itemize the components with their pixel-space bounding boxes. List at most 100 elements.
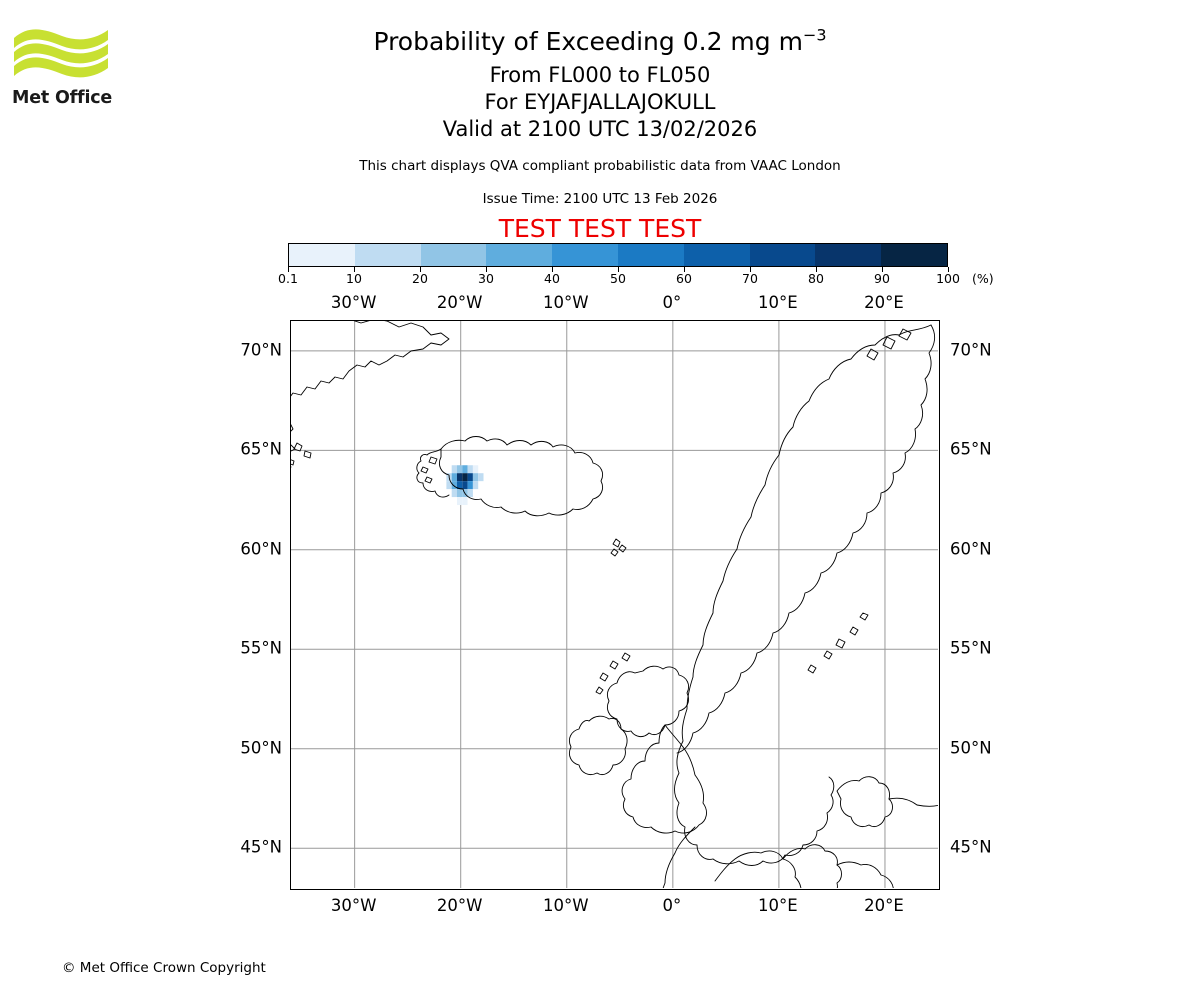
colorbar-tick-label-10: 10 (346, 271, 362, 286)
denmark-coastline (836, 776, 893, 828)
colorbar-segment-0 (289, 244, 355, 266)
valid-time: Valid at 2100 UTC 13/02/2026 (442, 117, 758, 141)
colorbar-tick-80 (816, 267, 817, 272)
faroe-islands (610, 538, 627, 557)
test-banner: TEST TEST TEST (498, 214, 702, 243)
iceland-coastline (438, 436, 604, 517)
colorbar-tick-10 (354, 267, 355, 272)
colorbar-tick-label-90: 90 (874, 271, 890, 286)
colorbar-segment-5 (617, 244, 684, 266)
germany-border (836, 861, 894, 888)
probability-cell (462, 473, 468, 482)
lat-label-left-50°N: 50°N (240, 738, 282, 758)
baltic-south-coast (888, 797, 938, 807)
probability-cell (467, 473, 473, 482)
colorbar-segment-7 (749, 244, 816, 266)
coastlines-layer (291, 321, 938, 888)
lat-label-left-70°N: 70°N (240, 340, 282, 360)
sweden-finland-border (676, 324, 936, 754)
colorbar-segment-2 (420, 244, 487, 266)
lat-label-right-70°N: 70°N (950, 340, 992, 360)
england-wales-coastline (621, 724, 707, 834)
lat-label-right-45°N: 45°N (950, 837, 992, 857)
colorbar-segment-8 (815, 244, 882, 266)
colorbar-segment-9 (881, 244, 947, 266)
norwegian-coastal-islands (807, 612, 869, 674)
probability-cell (456, 481, 463, 490)
colorbar-tick-30 (486, 267, 487, 272)
colorbar-tick-label-80: 80 (808, 271, 824, 286)
lon-label-bottom-30°W: 30°W (330, 896, 377, 915)
lat-label-left-55°N: 55°N (240, 638, 282, 658)
colorbar-tick-label-100: 100 (936, 271, 960, 286)
probability-cell (462, 497, 468, 506)
greenland-islands (291, 442, 312, 466)
colorbar-segment-1 (354, 244, 421, 266)
lat-label-left-45°N: 45°N (240, 837, 282, 857)
lofoten-islands (866, 328, 912, 361)
colorbar-tick-70 (750, 267, 751, 272)
flight-level-range: From FL000 to FL050 (489, 63, 711, 87)
colorbar-ticks (288, 267, 949, 273)
colorbar-segment-4 (552, 244, 618, 266)
lat-label-left-60°N: 60°N (240, 539, 282, 559)
colorbar-tick-100 (948, 267, 949, 272)
probability-cell (467, 489, 473, 498)
page-title: Probability of Exceeding 0.2 mg m−3 (0, 26, 1200, 58)
colorbar-tick-50 (618, 267, 619, 272)
page-title-exponent: −3 (802, 25, 827, 45)
colorbar-unit-label: (%) (972, 271, 994, 286)
ireland-coastline (568, 715, 628, 776)
norway-west-coast (674, 324, 932, 860)
volcano-name: For EYJAFJALLAJOKULL (484, 90, 716, 114)
france-north-coast (714, 850, 802, 888)
lon-label-top-10°W: 10°W (542, 293, 589, 312)
probability-cell (467, 481, 473, 490)
colorbar-tick-90 (882, 267, 883, 272)
probability-cell (446, 481, 452, 490)
probability-cell (462, 481, 468, 490)
colorbar-segment-3 (486, 244, 553, 266)
probability-cell (462, 465, 468, 474)
probability-cell (451, 489, 457, 498)
colorbar-segment-6 (683, 244, 750, 266)
probability-colorbar (288, 243, 948, 267)
colorbar-tick-label-50: 50 (610, 271, 626, 286)
page-title-text: Probability of Exceeding 0.2 mg m (373, 27, 803, 56)
colorbar-tick-label-30: 30 (478, 271, 494, 286)
probability-cell (456, 473, 463, 482)
colorbar-tick-label-60: 60 (676, 271, 692, 286)
lat-label-right-50°N: 50°N (950, 738, 992, 758)
qva-note: This chart displays QVA compliant probab… (359, 158, 841, 174)
lon-label-top-20°W: 20°W (436, 293, 483, 312)
probability-cell (451, 481, 457, 490)
probability-cell (456, 489, 463, 498)
colorbar-tick-20 (420, 267, 421, 272)
iceland-westfjords (416, 448, 450, 498)
probability-cell (467, 465, 473, 474)
probability-cell (451, 465, 457, 474)
map-plot-area (290, 320, 940, 890)
colorbar-tick-label-40: 40 (544, 271, 560, 286)
south-norway-sweden-coast (712, 776, 835, 866)
probability-cell (472, 481, 479, 490)
lon-label-bottom-20°W: 20°W (436, 896, 483, 915)
probability-cell (456, 497, 463, 506)
issue-time: Issue Time: 2100 UTC 13 Feb 2026 (482, 191, 718, 207)
probability-cell (472, 473, 479, 482)
lat-label-left-65°N: 65°N (240, 439, 282, 459)
lon-label-top-10°E: 10°E (758, 293, 798, 312)
colorbar-tick-60 (684, 267, 685, 272)
probability-cell (456, 465, 463, 474)
met-office-logo: Met Office (12, 26, 112, 114)
lon-label-bottom-0°: 0° (662, 896, 682, 915)
lon-label-top-20°E: 20°E (864, 293, 904, 312)
colorbar-gradient (288, 243, 948, 267)
scottish-isles (595, 652, 631, 695)
lon-label-bottom-10°E: 10°E (758, 896, 798, 915)
probability-cell (472, 465, 479, 474)
probability-cell (478, 473, 484, 482)
greenland-coastline (291, 321, 450, 468)
lon-label-top-0°: 0° (662, 293, 682, 312)
